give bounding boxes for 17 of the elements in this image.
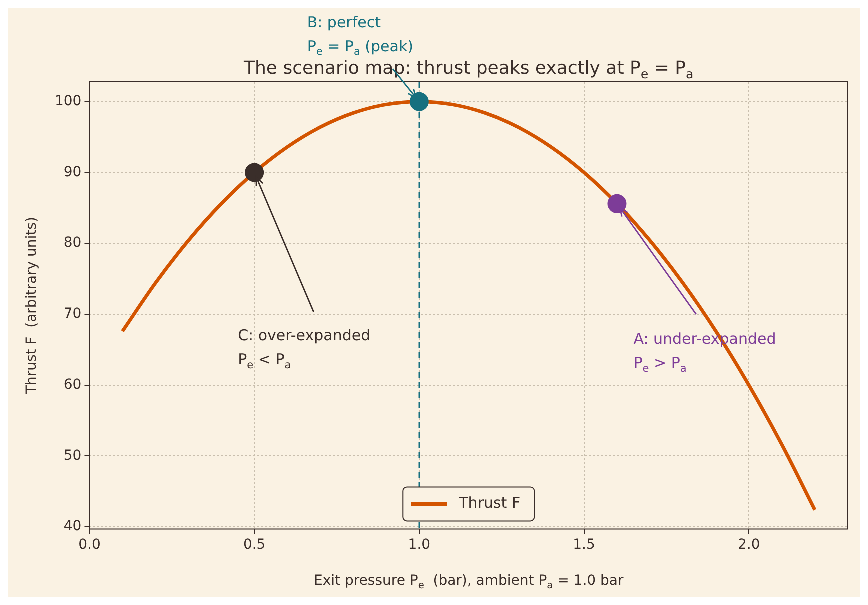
y-axis-title: Thrust F (arbitrary units): [24, 217, 40, 396]
point: [608, 194, 627, 214]
y-tick-label: 40: [64, 518, 82, 535]
y-tick-label: 50: [64, 448, 82, 464]
x-tick-label: 2.0: [738, 537, 760, 554]
x-tick-label: 1.0: [408, 537, 431, 554]
point: [245, 163, 264, 182]
x-tick-label: 0.0: [78, 537, 101, 554]
point: [410, 92, 429, 112]
y-tick-label: 80: [64, 235, 82, 252]
legend-label: Thrust F: [458, 494, 521, 512]
x-tick-label: 1.5: [573, 537, 596, 554]
y-tick-label: 100: [54, 93, 82, 110]
y-tick-label: 90: [64, 164, 82, 180]
x-tick-label: 0.5: [243, 537, 266, 554]
y-tick-label: 60: [64, 376, 82, 393]
y-tick-label: 70: [64, 306, 82, 322]
